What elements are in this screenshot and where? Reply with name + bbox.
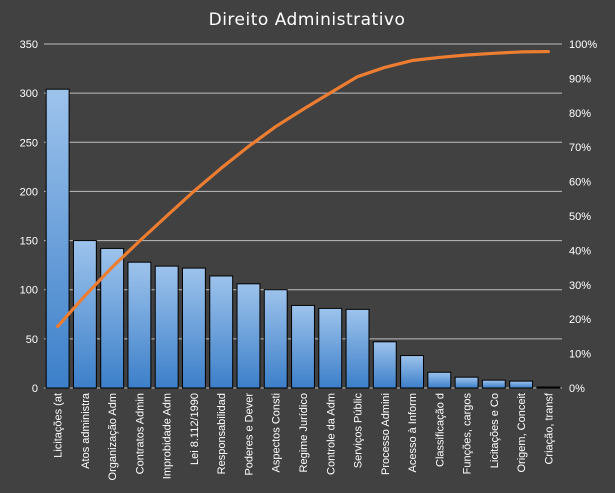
x-tick-label: Organização Adm xyxy=(107,393,119,480)
bar xyxy=(154,265,179,389)
right-axis-ticks: 0% 10% 20% 30% 40% 50% 60% 70% 80% 90% 100% xyxy=(569,39,597,395)
y-tick-label: 300 xyxy=(20,88,38,100)
x-tick-label: Aspectos Consti xyxy=(271,393,283,472)
y-tick-label: 150 xyxy=(20,236,38,248)
cumulative-line-series xyxy=(56,49,550,329)
y-tick-label: 350 xyxy=(20,39,38,51)
category-axis-labels: Licitações (at Atos administra Organização… xyxy=(53,392,556,480)
y2-tick-label: 10% xyxy=(569,349,591,361)
x-tick-label: Improbidade Adm xyxy=(162,393,174,479)
bar xyxy=(400,355,425,389)
bar xyxy=(536,386,561,389)
x-tick-label: Classificação d xyxy=(434,393,446,467)
x-tick-label: Regime Jurídico xyxy=(298,393,310,472)
bar xyxy=(372,341,397,389)
y2-tick-label: 70% xyxy=(569,142,591,154)
bar xyxy=(318,307,343,389)
bar xyxy=(427,371,452,389)
x-tick-label: Origem, Conceit xyxy=(516,393,528,472)
bar xyxy=(72,240,97,389)
y-tick-label: 50 xyxy=(26,334,38,346)
bar xyxy=(209,275,234,389)
y2-tick-label: 60% xyxy=(569,177,591,189)
x-tick-label: Lei 8.112/1990 xyxy=(189,393,201,465)
x-tick-label: Licitações e Co xyxy=(489,393,501,468)
bar xyxy=(291,304,315,389)
bar xyxy=(481,379,506,389)
bar xyxy=(236,283,261,389)
x-tick-label: Processo Admini xyxy=(380,393,392,475)
y2-tick-label: 50% xyxy=(569,211,591,223)
bar xyxy=(509,380,534,389)
x-tick-label: Atos administra xyxy=(80,392,92,469)
x-tick-label: Licitações (at xyxy=(53,393,65,458)
bar xyxy=(181,267,206,389)
x-tick-label: Contratos Admin xyxy=(134,393,146,474)
x-tick-label: Poderes e Dever xyxy=(243,393,255,476)
x-tick-label: Funções, cargos xyxy=(462,393,474,475)
y2-tick-label: 30% xyxy=(569,280,591,292)
bar xyxy=(454,376,479,389)
bar xyxy=(100,247,125,389)
bar xyxy=(345,308,370,389)
left-axis-ticks: 0 50 100 150 200 250 300 350 xyxy=(20,39,38,395)
x-tick-label: Acesso à Inform xyxy=(407,393,419,472)
x-tick-label: Serviços Públic xyxy=(353,393,365,469)
y-tick-label: 100 xyxy=(20,285,38,297)
y2-tick-label: 90% xyxy=(569,73,591,85)
y2-tick-label: 40% xyxy=(569,245,591,257)
y2-tick-label: 0% xyxy=(569,383,585,395)
x-tick-label: Controle da Adm xyxy=(325,393,337,475)
y2-tick-label: 20% xyxy=(569,314,591,326)
y-tick-label: 200 xyxy=(20,186,38,198)
bar xyxy=(127,261,152,389)
x-tick-label: Criação, transf xyxy=(543,392,555,464)
chart-title: Direito Administrativo xyxy=(209,10,406,30)
y-tick-label: 0 xyxy=(32,383,38,395)
y2-tick-label: 100% xyxy=(569,39,597,51)
y2-tick-label: 80% xyxy=(569,108,591,120)
x-tick-label: Responsabilidad xyxy=(216,393,228,474)
bar-series xyxy=(45,88,561,389)
y-tick-label: 250 xyxy=(20,137,38,149)
bar xyxy=(263,289,288,389)
bar xyxy=(45,88,70,389)
